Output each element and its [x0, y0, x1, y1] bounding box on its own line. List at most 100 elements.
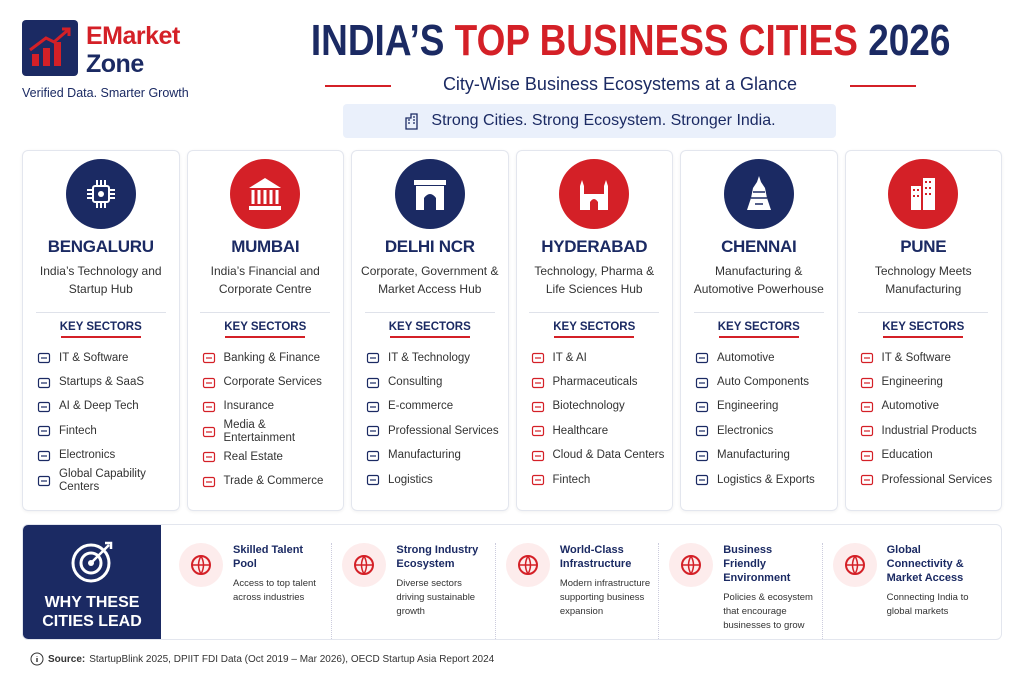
- source-label: Source:: [48, 653, 86, 665]
- city-card: MUMBAI India’s Financial and Corporate Ce…: [186, 150, 344, 511]
- sector-item: Auto Components: [695, 370, 831, 394]
- sector-list: Automotive Auto Components Engineering Elec…: [681, 346, 837, 492]
- sectors-heading: KEY SECTORS: [224, 321, 307, 333]
- city-card: DELHI NCR Corporate, Government & Market …: [351, 150, 509, 511]
- sector-name: AI & Deep Tech: [59, 400, 139, 413]
- why-item-title: Skilled Talent Pool: [233, 544, 304, 570]
- sector-item: Logistics & Exports: [695, 468, 831, 492]
- sector-icon: [695, 401, 709, 413]
- sector-icon: [37, 401, 51, 413]
- city-name: PUNE: [900, 237, 947, 256]
- city-description: India’s Technology and Startup Hub: [39, 264, 162, 296]
- city-icon: [888, 159, 959, 229]
- sectors-heading: KEY SECTORS: [59, 321, 142, 333]
- sector-icon: [366, 475, 380, 486]
- sector-name: Healthcare: [552, 424, 609, 437]
- why-icon: [832, 543, 877, 587]
- title-part: 2026: [868, 16, 951, 65]
- sector-icon: [860, 475, 873, 486]
- sector-name: Consulting: [388, 376, 443, 389]
- sector-name: Professional Services: [881, 473, 993, 486]
- sector-icon: [531, 401, 544, 413]
- sector-icon: [695, 450, 709, 461]
- city-description: Technology Meets Manufacturing: [874, 264, 972, 296]
- sector-name: Professional Services: [388, 424, 499, 437]
- sector-icon: [531, 353, 544, 364]
- sectors-heading: KEY SECTORS: [882, 321, 965, 333]
- why-item-text: Diverse sectors driving sustainable grow…: [396, 578, 476, 617]
- city-icon: [65, 159, 136, 229]
- city-card: HYDERABAD Technology, Pharma & Life Scien…: [515, 150, 673, 511]
- why-text: World-Class Infrastructure Modern infrast…: [560, 543, 652, 639]
- sector-icon: [202, 353, 215, 364]
- title-part: TOP BUSINESS CITIES: [454, 16, 858, 65]
- divider: [858, 312, 989, 313]
- heading-underline: [718, 336, 799, 338]
- sector-name: Fintech: [59, 424, 97, 437]
- target-icon: [71, 541, 113, 583]
- why-header: WHY THESE CITIES LEAD: [23, 525, 161, 639]
- why-icon: [669, 543, 714, 587]
- divider: [35, 312, 166, 313]
- sector-item: Electronics: [695, 419, 831, 443]
- sector-name: Fintech: [552, 473, 591, 486]
- city-icon: [559, 159, 630, 229]
- sector-name: Electronics: [59, 449, 116, 462]
- sector-name: Real Estate: [223, 450, 283, 463]
- sector-item: IT & Software: [860, 346, 996, 370]
- sector-item: Global Capability Centers: [37, 468, 173, 494]
- why-glyph: [681, 555, 702, 575]
- city-description: Corporate, Government & Market Access Hu…: [361, 264, 499, 296]
- why-glyph: [354, 555, 375, 575]
- city-name: MUMBAI: [231, 237, 300, 256]
- why-glyph: [191, 555, 211, 575]
- sector-list: Banking & Finance Corporate Services Insur…: [188, 346, 344, 494]
- sector-icon: [37, 475, 51, 487]
- city-icon: [394, 159, 465, 229]
- rule: [850, 85, 916, 87]
- sector-list: IT & Technology Consulting E-commerce Profe…: [352, 346, 508, 492]
- why-item: Business Friendly Environment Policies & …: [669, 543, 823, 639]
- sector-icon: [695, 353, 709, 364]
- sectors-heading: KEY SECTORS: [553, 321, 636, 333]
- sector-name: IT & AI: [552, 351, 587, 364]
- sector-icon: [202, 377, 215, 388]
- sector-icon: [37, 450, 51, 461]
- heading-underline: [883, 336, 964, 338]
- why-text: Global Connectivity & Market Access Conne…: [887, 543, 979, 639]
- sector-item: Industrial Products: [860, 419, 996, 443]
- sector-name: Industrial Products: [881, 424, 977, 437]
- sector-name: Biotechnology: [552, 400, 625, 413]
- sector-item: Media & Entertainment: [202, 419, 338, 445]
- city-glyph: [413, 180, 446, 210]
- sector-item: AI & Deep Tech: [37, 395, 173, 419]
- sector-name: Automotive: [881, 400, 940, 413]
- why-glyph: [844, 555, 865, 575]
- sector-item: Banking & Finance: [202, 346, 338, 370]
- sector-icon: [202, 476, 215, 487]
- source: Source: StartupBlink 2025, DPIIT FDI Dat…: [30, 652, 494, 666]
- sector-item: Logistics: [366, 468, 502, 492]
- sector-item: Automotive: [695, 346, 831, 370]
- sector-icon: [202, 427, 215, 438]
- title-part: INDIA’S: [310, 16, 445, 65]
- sector-name: Logistics & Exports: [717, 473, 815, 486]
- sector-item: IT & Software: [37, 346, 173, 370]
- sector-icon: [531, 426, 544, 437]
- sector-name: Engineering: [717, 400, 779, 413]
- city-card: BENGALURU India’s Technology and Startup …: [22, 150, 180, 511]
- sectors-heading: KEY SECTORS: [388, 321, 471, 333]
- logo-icon: [29, 27, 71, 66]
- sector-name: IT & Software: [59, 351, 129, 364]
- brand-name: EMarket: [86, 22, 180, 50]
- sector-name: Manufacturing: [388, 449, 461, 462]
- sector-item: Biotechnology: [531, 395, 667, 419]
- why-item-text: Access to top talent across industries: [233, 578, 316, 603]
- sector-icon: [37, 426, 51, 437]
- source-text: StartupBlink 2025, DPIIT FDI Data (Oct 2…: [89, 653, 495, 665]
- banner-icon: [405, 113, 419, 130]
- heading-underline: [389, 336, 470, 338]
- info-icon: [30, 652, 44, 666]
- sector-icon: [366, 401, 380, 413]
